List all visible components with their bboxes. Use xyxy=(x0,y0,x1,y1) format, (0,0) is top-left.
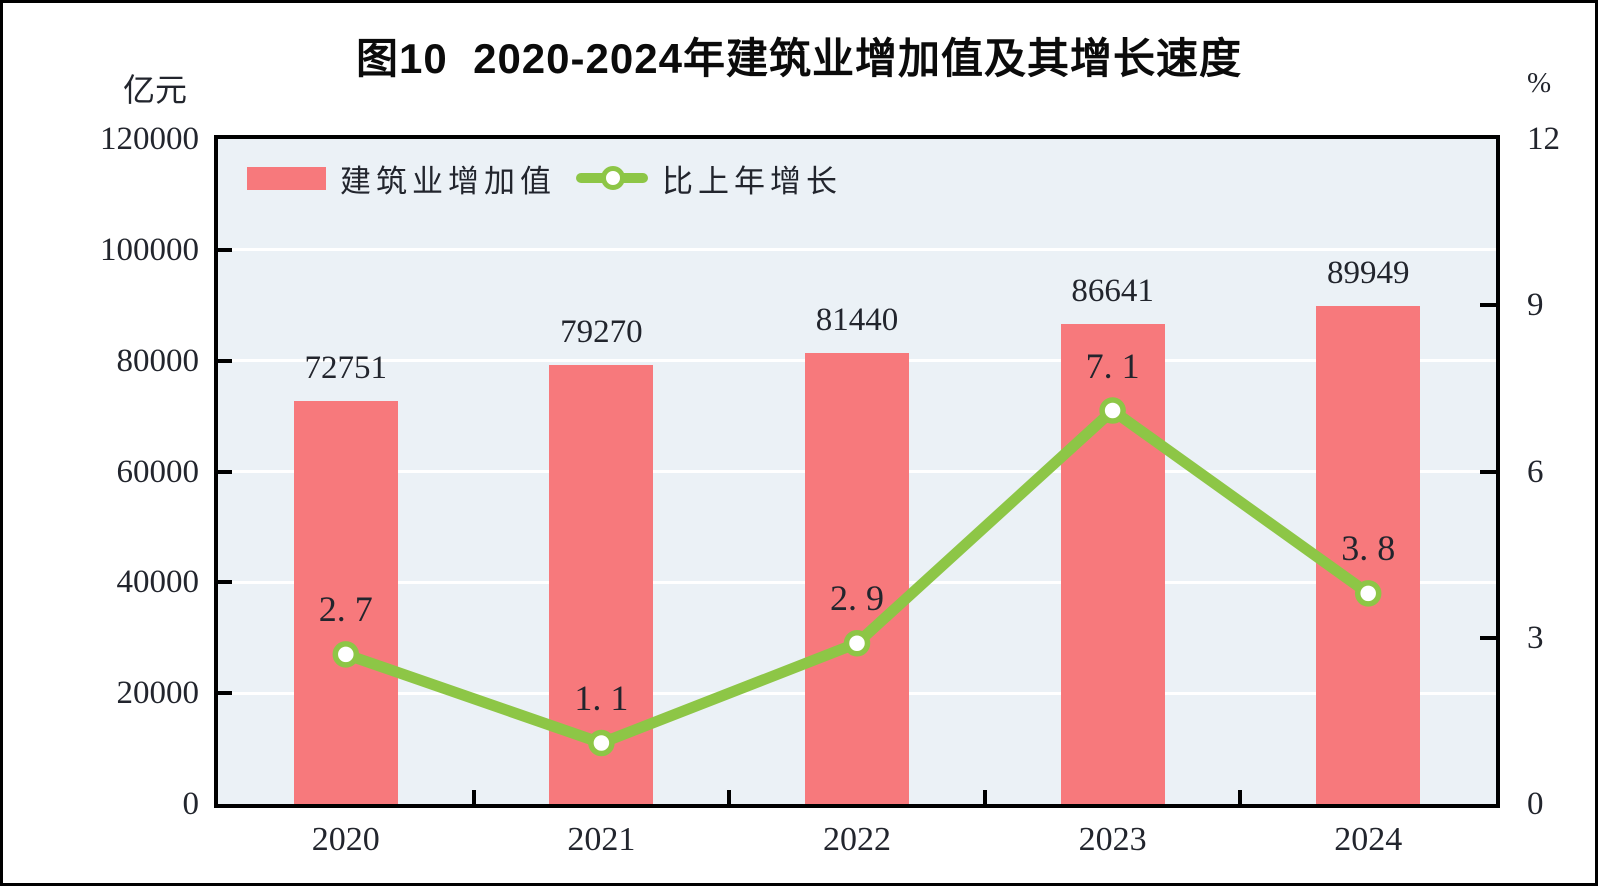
x-axis-tick xyxy=(1238,790,1243,804)
x-axis-label-2024: 2024 xyxy=(1334,821,1403,858)
right-axis-tick xyxy=(1480,635,1496,640)
legend-bar-swatch xyxy=(247,166,326,190)
legend: 建筑业增加值 比上年增长 xyxy=(247,163,842,199)
x-axis-label-2020: 2020 xyxy=(311,821,380,858)
right-axis-unit: % xyxy=(1527,67,1552,99)
left-axis-tick-label-100000: 100000 xyxy=(100,231,199,268)
left-axis-unit: 亿元 xyxy=(122,72,187,108)
bar-2023 xyxy=(1060,323,1165,804)
left-axis-tick xyxy=(218,691,232,696)
bar-value-label-2022: 81440 xyxy=(815,301,899,338)
bar-value-label-2020: 72751 xyxy=(304,349,388,386)
left-axis-tick-label-40000: 40000 xyxy=(116,564,200,601)
x-axis-label-2022: 2022 xyxy=(823,821,891,858)
right-axis-tick-label-12: 12 xyxy=(1527,121,1560,157)
x-axis-label-2023: 2023 xyxy=(1078,821,1147,858)
right-axis-tick xyxy=(1480,469,1496,474)
left-axis-tick-label-80000: 80000 xyxy=(116,342,200,379)
growth-value-label-2023: 7. 1 xyxy=(1085,345,1140,386)
left-axis-tick-label-60000: 60000 xyxy=(116,453,200,490)
x-axis-tick xyxy=(471,790,476,804)
left-axis-tick xyxy=(218,580,232,585)
legend-line-marker-icon xyxy=(601,166,625,190)
left-axis-tick xyxy=(218,469,232,474)
right-axis-tick-label-6: 6 xyxy=(1527,453,1544,490)
chart-title: 图10 2020-2024年建筑业增加值及其增长速度 xyxy=(356,35,1242,82)
right-axis-tick-label-3: 3 xyxy=(1527,619,1544,656)
legend-line-label: 比上年增长 xyxy=(662,163,842,199)
gridline xyxy=(218,248,1496,252)
bar-value-label-2023: 86641 xyxy=(1071,272,1154,309)
growth-value-label-2024: 3. 8 xyxy=(1341,528,1396,569)
left-axis-tick-label-20000: 20000 xyxy=(116,675,200,712)
x-axis-tick xyxy=(727,790,732,804)
left-axis-tick xyxy=(218,247,232,252)
right-axis-tick xyxy=(1480,303,1496,308)
legend-line-swatch xyxy=(576,165,648,191)
x-axis-tick xyxy=(982,790,987,804)
right-axis-tick-label-9: 9 xyxy=(1527,287,1544,324)
bar-2021 xyxy=(549,364,654,804)
legend-bar-label: 建筑业增加值 xyxy=(340,163,556,199)
bar-value-label-2024: 89949 xyxy=(1326,254,1410,291)
left-axis-tick xyxy=(218,358,232,363)
plot-area: 72751 79270 81440 86641 89949 2. 7 1. 1 2. 9 7.… xyxy=(214,135,1500,808)
right-axis-tick-label-0: 0 xyxy=(1527,786,1544,822)
growth-value-label-2021: 1. 1 xyxy=(574,678,629,719)
growth-value-label-2020: 2. 7 xyxy=(318,589,373,630)
bar-value-label-2021: 79270 xyxy=(560,313,643,350)
x-axis-label-2021: 2021 xyxy=(567,821,636,858)
growth-value-label-2022: 2. 9 xyxy=(830,578,884,619)
left-axis-tick-label-0: 0 xyxy=(182,786,200,822)
left-axis-tick-label-120000: 120000 xyxy=(100,121,199,157)
